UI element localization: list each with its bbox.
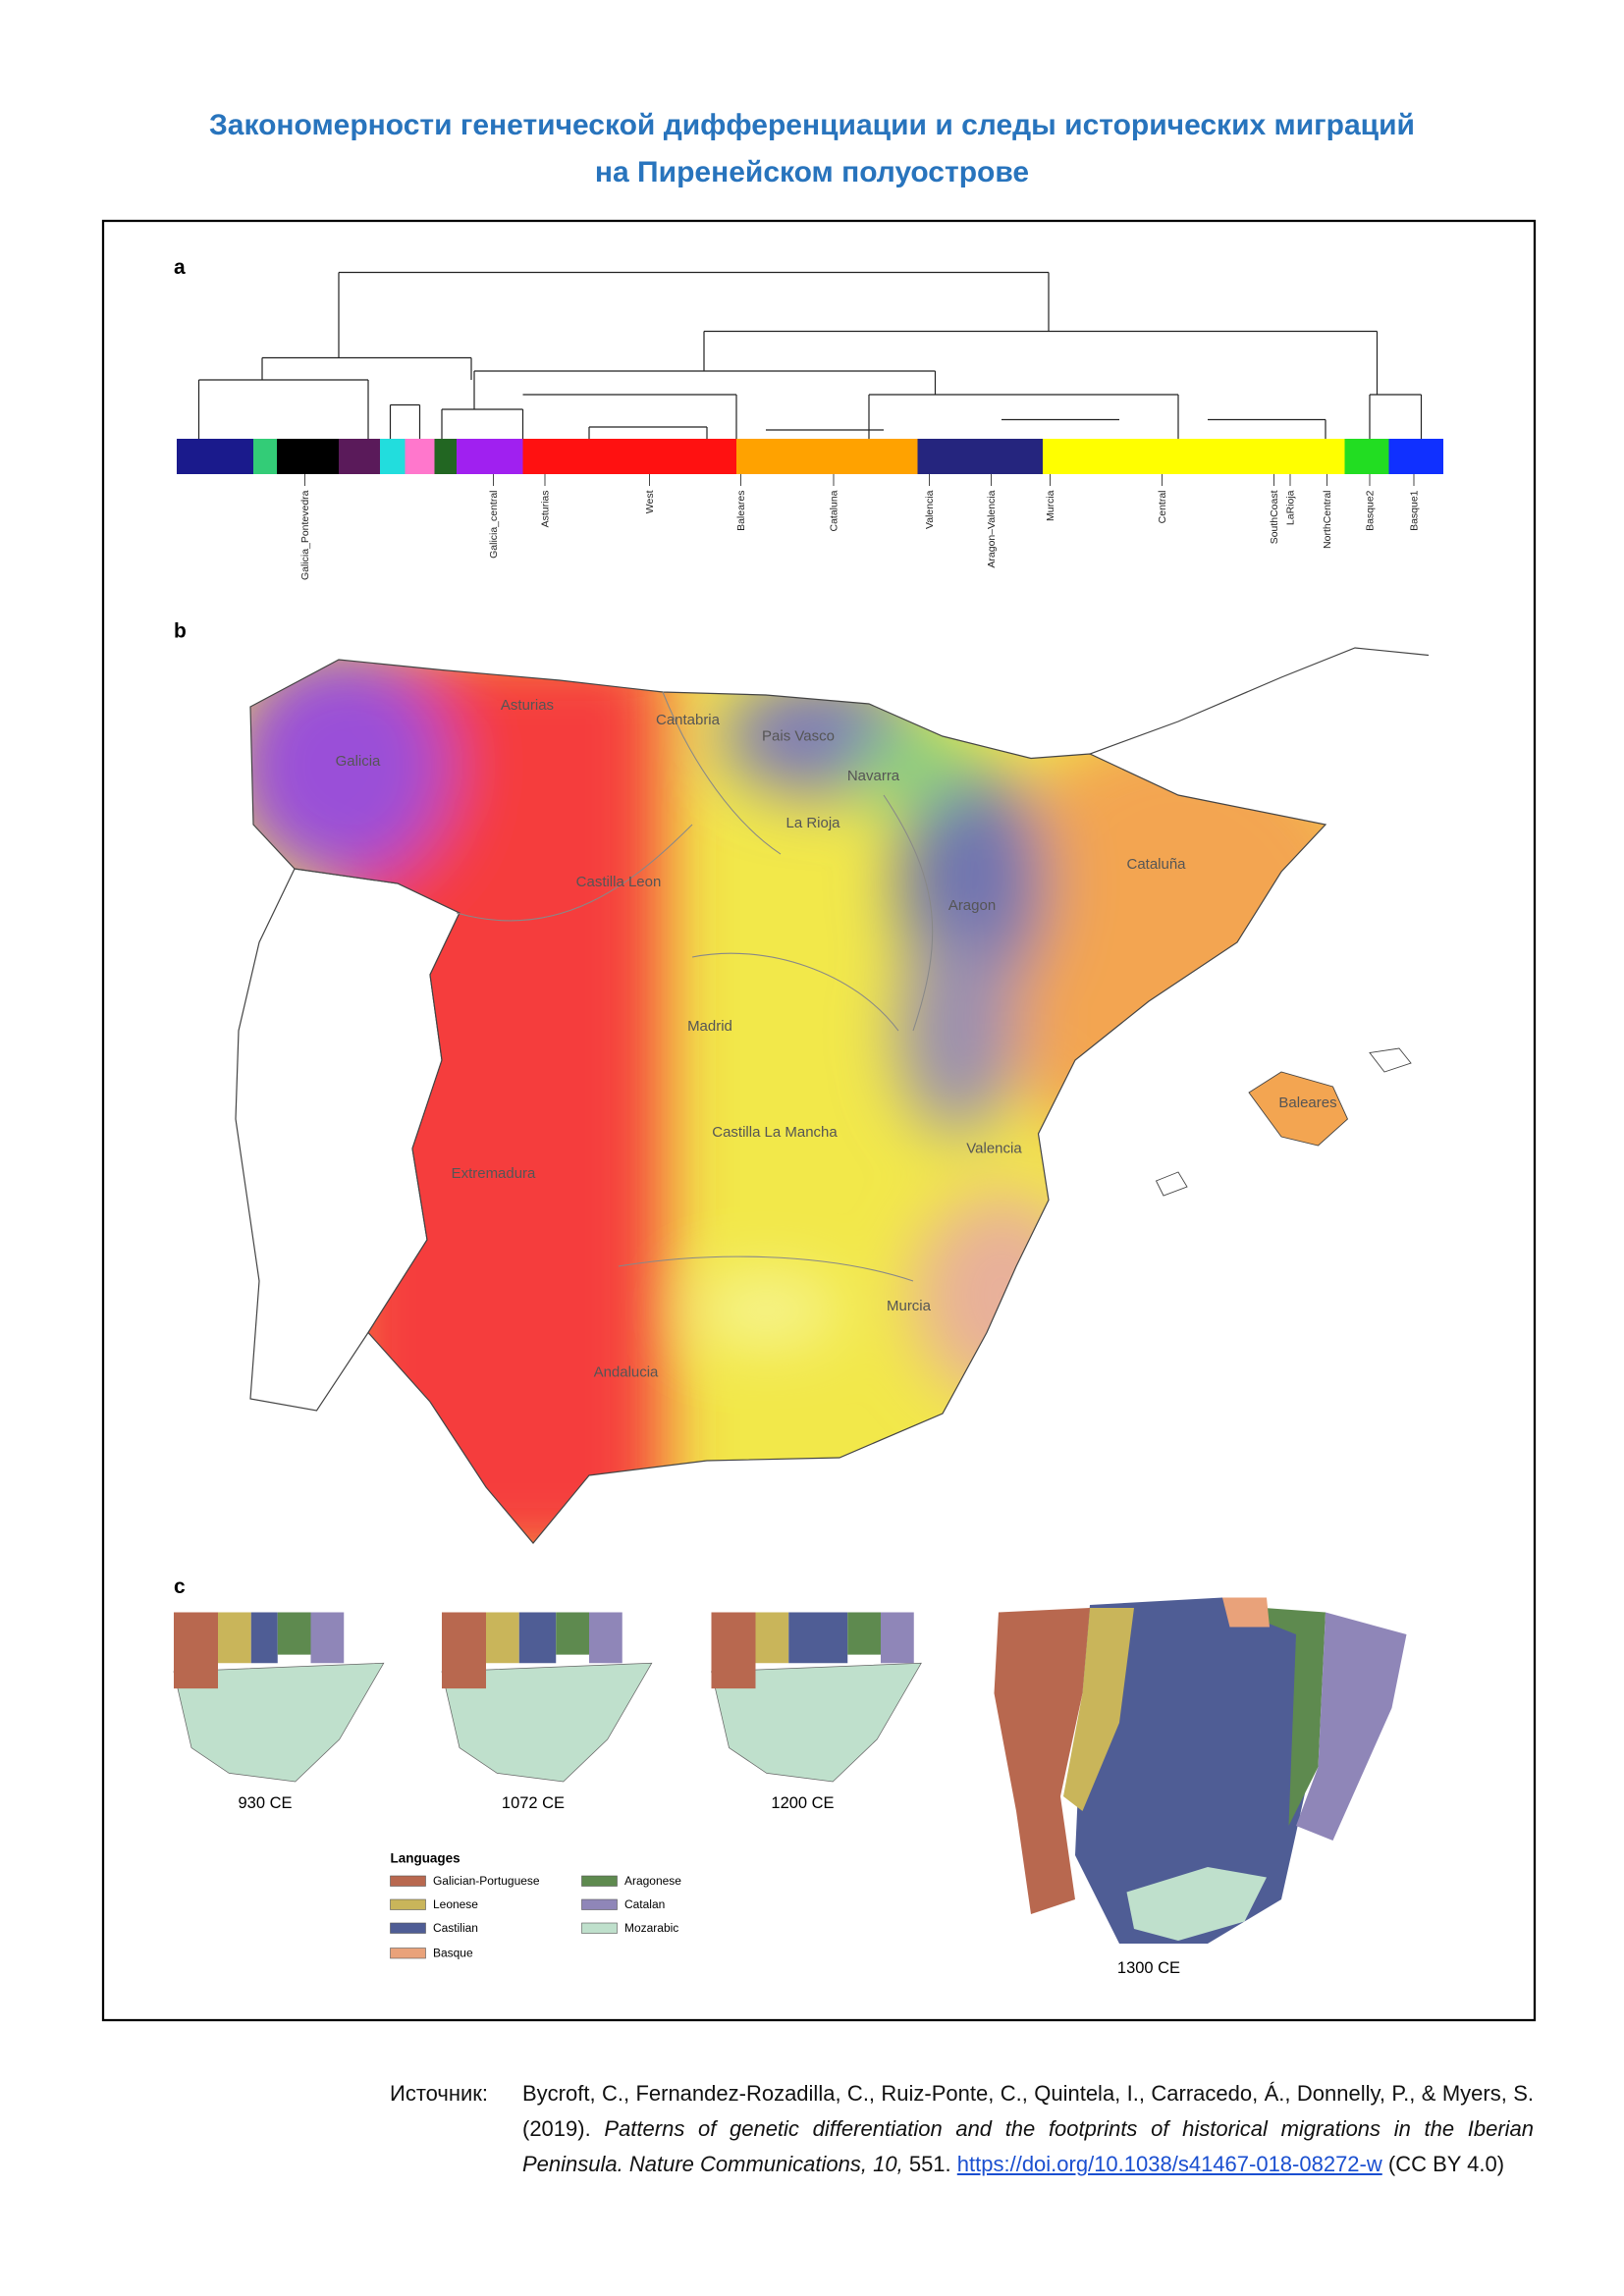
legend-title: Languages <box>390 1851 460 1866</box>
small-map-castilian <box>250 1612 278 1664</box>
cluster-label: Valencia <box>925 490 936 529</box>
cluster-label: Galicia_central <box>489 491 500 559</box>
region-label: Pais Vasco <box>762 728 835 745</box>
citation-journal: Nature Communications, <box>628 2152 867 2176</box>
cluster-label: Basque1 <box>1410 490 1421 531</box>
cluster-label: NorthCentral <box>1323 491 1333 549</box>
region-label: La Rioja <box>786 815 841 831</box>
small-map-leonese <box>755 1612 789 1664</box>
legend-label: Galician-Portuguese <box>433 1874 540 1888</box>
page-title: Закономерности генетической дифференциац… <box>0 102 1624 196</box>
region-label: Murcia <box>887 1298 932 1314</box>
region-label: Aragon <box>948 897 996 914</box>
legend-label: Castilian <box>433 1921 478 1935</box>
region-label: Galicia <box>336 753 381 770</box>
large-map-castilian <box>1074 1597 1311 1944</box>
legend-label: Catalan <box>624 1897 665 1911</box>
historical-maps: 930 CE 1072 CE 1200 CE 1300 CE Languages Gali… <box>173 1597 1407 1977</box>
small-map-aragonese <box>556 1612 589 1655</box>
dendrogram <box>197 271 1423 443</box>
figure-frame <box>101 219 1537 2022</box>
small-map-aragonese <box>277 1612 311 1655</box>
cluster-label: LaRioja <box>1286 490 1297 525</box>
legend-swatch <box>390 1875 426 1887</box>
panel-label: b <box>174 620 187 643</box>
legend-swatch <box>390 1948 426 1959</box>
large-map-mozarabic <box>1126 1867 1267 1941</box>
legend-swatch <box>390 1922 426 1934</box>
cluster-label: Cataluna <box>830 490 840 531</box>
large-map-aragonese <box>1221 1605 1326 1827</box>
citation-label: Источник: <box>390 2081 489 2106</box>
region-label: Navarra <box>847 768 900 784</box>
small-map-galician <box>173 1612 218 1689</box>
small-map-aragonese <box>847 1612 881 1655</box>
citation-pages: 551. <box>908 2152 951 2176</box>
small-map-mozarabic <box>711 1662 922 1783</box>
large-map-basque <box>1221 1597 1270 1628</box>
map-year: 1300 CE <box>1117 1959 1180 1977</box>
citation-doi-link[interactable]: https://doi.org/10.1038/s41467-018-08272… <box>956 2152 1382 2176</box>
cluster-label: Galicia_Pontevedra <box>300 490 311 580</box>
cluster-label: SouthCoast <box>1270 490 1280 544</box>
region-label: Valencia <box>966 1141 1022 1157</box>
citation: Bycroft, C., Fernandez-Rozadilla, C., Ru… <box>522 2076 1534 2182</box>
citation-year: (2019). <box>522 2116 591 2141</box>
small-map-mozarabic <box>441 1662 653 1783</box>
cluster-label: Aragon–Valencia <box>987 490 998 567</box>
small-map-castilian <box>518 1612 557 1664</box>
cluster-label: Baleares <box>736 491 747 531</box>
region-label: Castilla Leon <box>576 874 662 890</box>
legend-label: Mozarabic <box>624 1921 678 1935</box>
legend-label: Aragonese <box>624 1874 681 1888</box>
legend-label: Basque <box>433 1947 473 1960</box>
region-label: Castilla La Mancha <box>712 1124 838 1141</box>
small-map-catalan <box>880 1612 914 1664</box>
region-label: Andalucia <box>594 1364 659 1381</box>
large-map-catalan <box>1295 1612 1407 1842</box>
panel-label: c <box>174 1575 186 1598</box>
citation-volume: 10, <box>873 2152 903 2176</box>
legend-swatch <box>581 1898 618 1910</box>
region-label: Madrid <box>687 1018 732 1035</box>
cluster-label: Murcia <box>1046 490 1056 521</box>
region-label: Asturias <box>501 697 554 714</box>
map-year: 930 CE <box>239 1794 293 1812</box>
map-year: 1200 CE <box>771 1794 834 1812</box>
citation-authors: Bycroft, C., Fernandez-Rozadilla, C., Ru… <box>522 2081 1534 2106</box>
legend-swatch <box>390 1898 426 1910</box>
small-map-mozarabic <box>173 1662 385 1783</box>
cluster-label: Central <box>1158 491 1168 524</box>
large-map-leonese <box>1062 1608 1134 1812</box>
map-year: 1072 CE <box>502 1794 565 1812</box>
small-map-catalan <box>310 1612 345 1664</box>
large-map-galician <box>994 1608 1090 1915</box>
citation-title: Patterns of genetic differentiation and … <box>522 2116 1534 2176</box>
small-map-galician <box>441 1612 486 1689</box>
region-label: Extremadura <box>452 1165 536 1182</box>
small-map-leonese <box>485 1612 519 1664</box>
legend-swatch <box>581 1875 618 1887</box>
citation-license: (CC BY 4.0) <box>1387 2152 1505 2176</box>
cluster-label: Asturias <box>541 491 552 528</box>
panel-label: a <box>174 256 186 279</box>
region-label: Cataluña <box>1127 856 1187 873</box>
small-map-galician <box>711 1612 756 1689</box>
cluster-label: West <box>645 490 656 513</box>
region-label: Baleares <box>1278 1095 1336 1111</box>
cluster-label: Basque2 <box>1366 490 1377 531</box>
title-line: на Пиренейском полуострове <box>594 156 1030 188</box>
legend-label: Leonese <box>433 1897 478 1911</box>
region-label: Cantabria <box>656 712 721 728</box>
small-map-leonese <box>217 1612 251 1664</box>
title-line: Закономерности генетической дифференциац… <box>208 109 1415 141</box>
cluster-bar <box>176 439 1443 475</box>
small-map-catalan <box>588 1612 623 1664</box>
small-map-castilian <box>788 1612 848 1664</box>
legend-swatch <box>581 1922 618 1934</box>
